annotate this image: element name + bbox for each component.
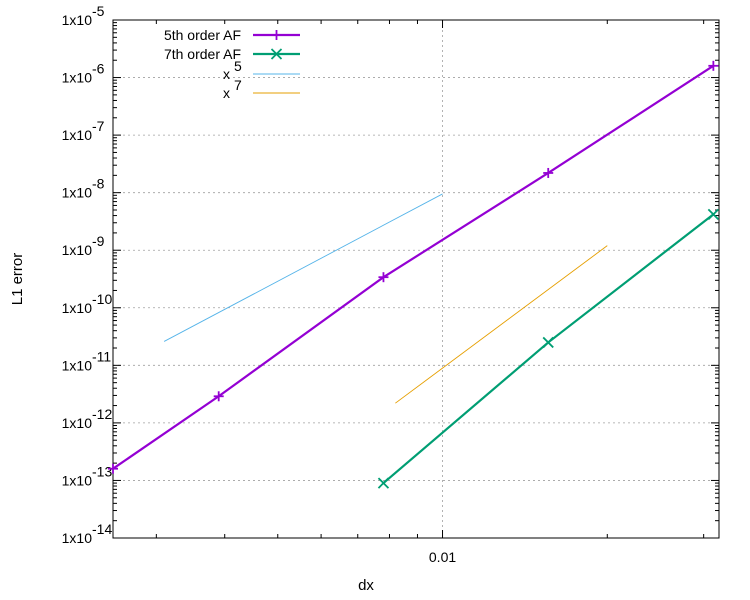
y-tick-label: 1x10 [62,70,93,86]
grid-layer [113,20,719,538]
y-tick-label-exponent: -11 [92,348,111,364]
y-tick-label: 1x10 [62,357,93,373]
y-tick-label: 1x10 [62,415,93,431]
y-tick-label: 1x10 [62,530,93,546]
legend-label-0: 5th order AF [164,27,241,43]
legend-label-3: x [223,85,230,101]
series-3 [395,245,608,404]
series-2 [163,193,443,342]
series-line-3 [395,245,608,404]
series-layer [108,60,719,489]
y-tick-label-exponent: -12 [92,406,112,422]
y-tick-label: 1x10 [62,472,93,488]
data-point-1-1-b [542,336,554,349]
y-tick-label-exponent: -5 [92,3,105,19]
x-axis-label: dx [358,577,374,594]
y-tick-label: 1x10 [62,12,93,28]
series-line-0 [112,64,714,470]
legend-label-2: x [223,66,230,82]
legend-label-exponent-2: 5 [234,58,242,74]
y-tick-label-exponent: -8 [92,176,105,192]
y-tick-label-exponent: -13 [92,463,112,479]
series-line-2 [163,193,443,342]
y-tick-label-exponent: -9 [92,233,105,249]
plot-frame [112,19,720,539]
legend-label-exponent-3: 7 [234,77,242,93]
legend-marker-1-b [270,48,283,60]
y-axis-label: L1 error [9,253,26,306]
legend-label-1: 7th order AF [164,46,241,62]
y-tick-label-exponent: -7 [92,118,105,134]
y-tick-label: 1x10 [62,127,93,143]
y-tick-label-exponent: -10 [92,291,112,307]
x-tick-label: 0.01 [429,549,456,565]
series-line-1 [382,213,715,484]
y-tick-label: 1x10 [62,185,93,201]
y-tick-label: 1x10 [62,300,93,316]
series-1 [377,208,719,489]
legend: 5th order AF 7th order AF x 5x 7 [164,27,300,101]
y-tick-label: 1x10 [62,242,93,258]
ticks-layer: 1x10-141x10-131x10-121x10-111x10-101x10-… [62,3,719,565]
data-point-1-0-b [377,477,390,489]
y-tick-label-exponent: -14 [92,521,112,537]
data-point-1-2-b [707,208,719,220]
series-0 [108,60,719,474]
y-tick-label-exponent: -6 [92,61,105,77]
